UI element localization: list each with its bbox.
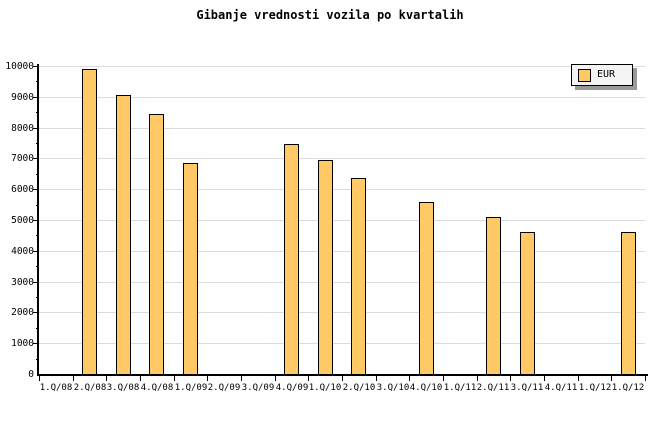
bar-1-q-10 [318, 160, 333, 374]
x-tick [241, 376, 242, 381]
chart-title: Gibanje vrednosti vozila po kvartalih [196, 8, 464, 22]
y-minor-tick [36, 328, 39, 329]
bar-4-q-09 [284, 144, 299, 374]
y-tick [33, 158, 39, 159]
bar-2-q-11 [486, 217, 501, 374]
x-tick [275, 376, 276, 381]
bar-3-q-08 [116, 95, 131, 374]
x-axis-label: 1.Q/11 [443, 383, 477, 393]
grid-line [39, 220, 645, 221]
x-tick [39, 376, 40, 381]
y-axis-label: 4000 [11, 246, 34, 257]
y-tick [33, 66, 39, 67]
y-axis-label: 6000 [11, 184, 34, 195]
grid-line [39, 189, 645, 190]
plot-area [39, 66, 645, 374]
x-tick [73, 376, 74, 381]
x-tick [342, 376, 343, 381]
y-minor-tick [36, 174, 39, 175]
x-axis-label: 3.Q/10 [376, 383, 410, 393]
x-axis [37, 374, 648, 376]
x-tick [376, 376, 377, 381]
y-tick [33, 251, 39, 252]
bar-4-q-10 [419, 202, 434, 374]
bar-4-q-08 [149, 114, 164, 374]
legend-label: EUR [597, 69, 616, 80]
grid-line [39, 312, 645, 313]
y-tick [33, 312, 39, 313]
bar-3-q-11 [520, 232, 535, 374]
y-minor-tick [36, 297, 39, 298]
x-axis-label: 1.Q/12 [578, 383, 612, 393]
x-tick [207, 376, 208, 381]
x-axis-label: 1.Q/12 [611, 383, 645, 393]
y-tick [33, 220, 39, 221]
bar-2-q-08 [82, 69, 97, 374]
x-axis-label: 4.Q/08 [140, 383, 174, 393]
y-axis-label: 1000 [11, 338, 34, 349]
x-tick [308, 376, 309, 381]
grid-line [39, 251, 645, 252]
y-axis-label: 0 [28, 369, 34, 380]
y-minor-tick [36, 81, 39, 82]
x-tick [443, 376, 444, 381]
y-tick [33, 189, 39, 190]
y-axis-label: 5000 [11, 215, 34, 226]
x-tick [140, 376, 141, 381]
x-tick [544, 376, 545, 381]
x-tick [409, 376, 410, 381]
x-tick [477, 376, 478, 381]
grid-line [39, 158, 645, 159]
x-tick [645, 376, 646, 381]
y-minor-tick [36, 266, 39, 267]
y-minor-tick [36, 143, 39, 144]
y-tick [33, 343, 39, 344]
grid-line [39, 282, 645, 283]
x-axis-label: 2.Q/11 [476, 383, 510, 393]
bar-1-q-12 [621, 232, 636, 374]
grid-line [39, 343, 645, 344]
bar-2-q-10 [351, 178, 366, 374]
legend-swatch-icon [578, 68, 591, 82]
grid-line [39, 128, 645, 129]
y-minor-tick [36, 112, 39, 113]
x-tick [106, 376, 107, 381]
x-axis-label: 3.Q/08 [106, 383, 140, 393]
x-axis-label: 3.Q/11 [510, 383, 544, 393]
y-axis-label: 10000 [5, 61, 34, 72]
x-axis-label: 3.Q/09 [241, 383, 275, 393]
x-axis-label: 1.Q/08 [39, 383, 73, 393]
legend: EUR [571, 64, 633, 86]
x-axis-label: 2.Q/09 [207, 383, 241, 393]
x-axis-label: 4.Q/11 [544, 383, 578, 393]
grid-line [39, 97, 645, 98]
x-axis-label: 2.Q/10 [342, 383, 376, 393]
x-tick [174, 376, 175, 381]
y-axis-label: 2000 [11, 307, 34, 318]
x-tick [578, 376, 579, 381]
x-axis-label: 2.Q/08 [73, 383, 107, 393]
y-tick [33, 282, 39, 283]
x-tick [611, 376, 612, 381]
y-minor-tick [36, 359, 39, 360]
x-tick [510, 376, 511, 381]
y-tick [33, 97, 39, 98]
x-axis-label: 4.Q/10 [409, 383, 443, 393]
y-minor-tick [36, 205, 39, 206]
y-tick [33, 128, 39, 129]
y-axis-label: 8000 [11, 123, 34, 134]
grid-line [39, 66, 645, 67]
x-axis-label: 1.Q/09 [174, 383, 208, 393]
x-axis-label: 1.Q/10 [308, 383, 342, 393]
y-minor-tick [36, 235, 39, 236]
bar-1-q-09 [183, 163, 198, 374]
y-axis-label: 7000 [11, 153, 34, 164]
y-axis-label: 3000 [11, 277, 34, 288]
y-axis-label: 9000 [11, 92, 34, 103]
x-axis-label: 4.Q/09 [275, 383, 309, 393]
